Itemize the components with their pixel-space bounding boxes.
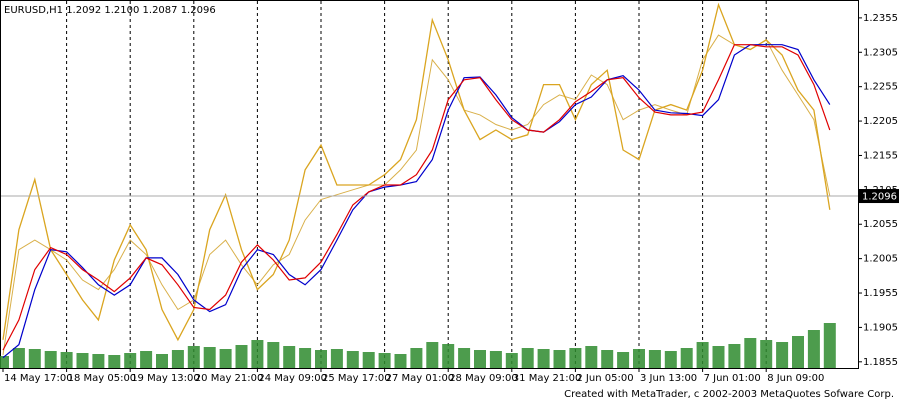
volume-bar xyxy=(0,356,9,368)
volume-bar xyxy=(251,340,264,368)
volume-bar xyxy=(553,350,566,368)
volume-bar xyxy=(489,351,502,368)
volume-bar xyxy=(792,336,804,368)
y-tick-label: 1.2255 xyxy=(863,82,898,93)
volume-bar xyxy=(330,349,343,368)
y-tick-label: 1.2205 xyxy=(863,116,898,127)
x-tick-label: 19 May 13:00 xyxy=(131,373,200,384)
last-price-box xyxy=(859,189,899,204)
volume-bar xyxy=(28,349,41,368)
volume-bar xyxy=(569,348,582,368)
x-tick-label: 8 Jun 09:00 xyxy=(767,373,824,384)
volume-bar xyxy=(267,342,280,368)
volume-bar xyxy=(585,346,598,368)
volume-bar xyxy=(44,351,57,368)
volume-bar xyxy=(648,350,661,368)
volume-bar xyxy=(362,352,375,368)
volume-bar xyxy=(760,340,773,368)
volume-bar xyxy=(410,348,423,368)
volume-bar xyxy=(187,346,200,368)
volume-bar xyxy=(315,350,327,368)
volume-bar xyxy=(203,347,216,368)
volume-bar xyxy=(108,355,121,368)
footer: Created with MetaTrader, c 2002-2003 Met… xyxy=(564,389,894,400)
x-tick-label: 3 Jun 13:00 xyxy=(640,373,697,384)
volume-bar xyxy=(76,353,89,368)
volume-bar xyxy=(521,348,534,368)
volume-bar xyxy=(776,342,789,368)
volume-bar xyxy=(299,348,312,368)
volume-bar xyxy=(12,348,25,368)
y-tick-label: 1.2005 xyxy=(863,254,898,265)
volume-bar xyxy=(346,351,359,368)
volume-bar xyxy=(712,346,725,368)
x-tick-label: 2 Jun 05:00 xyxy=(576,373,633,384)
volume-bar xyxy=(92,354,105,368)
price-line xyxy=(2,2,831,342)
volume-bar xyxy=(728,344,741,368)
volume-bar xyxy=(601,350,614,368)
x-tick-label: 25 May 17:00 xyxy=(322,373,391,384)
y-tick-label: 1.1855 xyxy=(863,357,898,368)
volume-bar xyxy=(505,353,518,368)
volume-bar xyxy=(235,345,248,368)
volume-bar xyxy=(394,354,407,368)
x-tick-label: 31 May 21:00 xyxy=(513,373,582,384)
volume-bar xyxy=(474,350,486,368)
volume-bar xyxy=(60,352,73,368)
chart-title: EURUSD,H1 1.2092 1.2100 1.2087 1.2096 xyxy=(4,5,216,16)
volume-bar xyxy=(140,351,153,368)
volume-bar xyxy=(219,349,232,368)
y-tick-label: 1.2355 xyxy=(863,13,898,24)
volume-bar xyxy=(171,350,184,368)
volume-bar xyxy=(458,348,471,368)
x-tick-label: 20 May 21:00 xyxy=(195,373,264,384)
volume-bar xyxy=(823,323,836,368)
volume-bar xyxy=(633,349,645,368)
y-tick-label: 1.2155 xyxy=(863,150,898,161)
volume-bar xyxy=(426,342,439,368)
x-tick-label: 24 May 09:00 xyxy=(258,373,327,384)
volume-bar xyxy=(283,346,296,368)
y-tick-label: 1.1955 xyxy=(863,288,898,299)
price-line xyxy=(2,44,831,351)
x-tick-label: 27 May 01:00 xyxy=(386,373,455,384)
y-tick-label: 1.2055 xyxy=(863,219,898,230)
volume-bar xyxy=(124,353,137,368)
volume-bar xyxy=(442,344,455,368)
volume-bar xyxy=(664,351,677,368)
volume-bar xyxy=(807,330,820,368)
x-tick-label: 14 May 17:00 xyxy=(4,373,73,384)
x-tick-label: 18 May 05:00 xyxy=(68,373,137,384)
volume-bar xyxy=(680,348,693,368)
plot-frame xyxy=(0,0,859,369)
x-tick-label: 7 Jun 01:00 xyxy=(704,373,761,384)
volume-bar xyxy=(744,338,757,368)
volume-bar xyxy=(156,354,168,368)
y-tick-label: 1.2305 xyxy=(863,47,898,58)
x-tick-label: 28 May 09:00 xyxy=(449,373,518,384)
volume-bar xyxy=(696,342,709,368)
last-price-label: 1.2096 xyxy=(862,192,897,203)
volume-bar xyxy=(378,353,391,368)
volume-bar xyxy=(537,349,550,368)
y-tick-label: 1.1905 xyxy=(863,322,898,333)
volume-bar xyxy=(617,352,630,368)
